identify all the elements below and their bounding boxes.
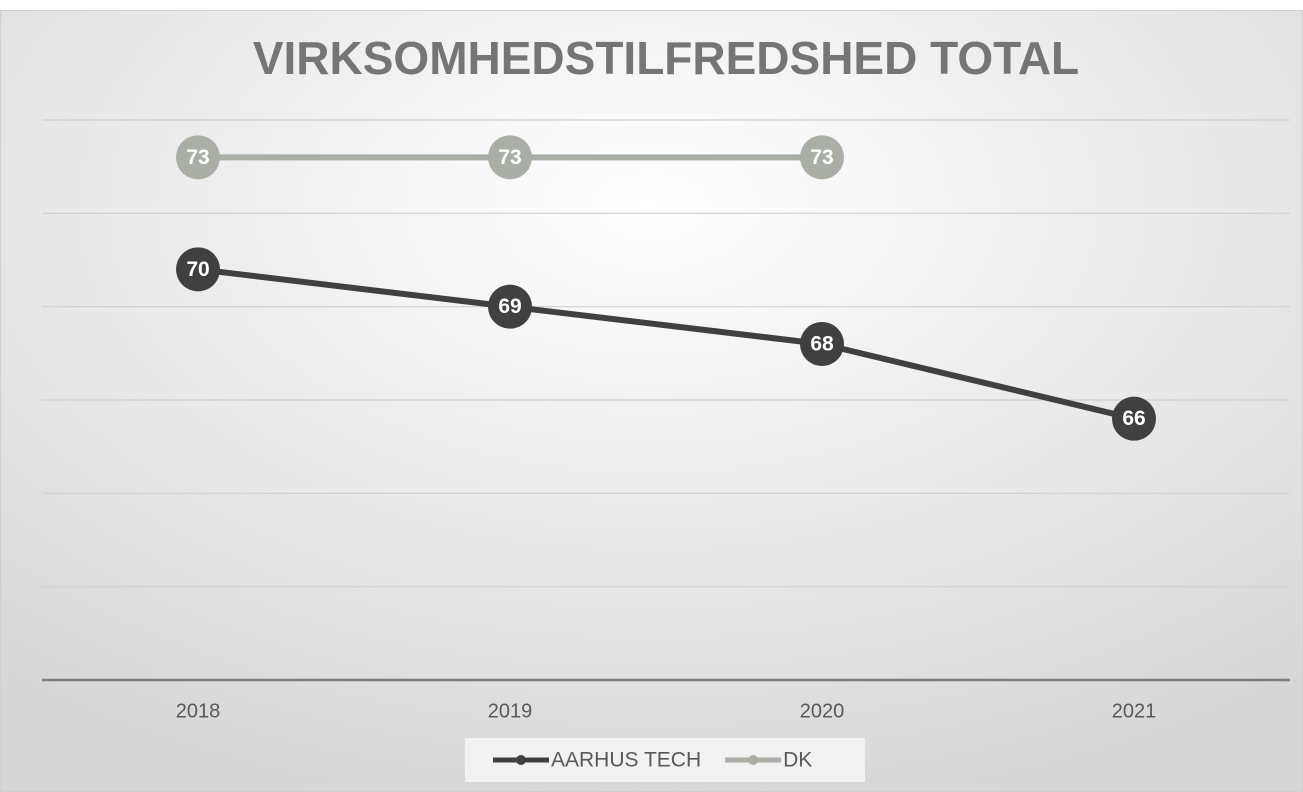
legend-marker: [516, 755, 526, 765]
data-label: 69: [498, 295, 521, 318]
data-point: [176, 135, 220, 180]
data-label: 70: [186, 258, 209, 281]
data-point: [488, 284, 532, 329]
legend-marker: [748, 755, 759, 765]
data-label: 73: [186, 146, 209, 169]
chart-title: VIRKSOMHEDSTILFREDSHED TOTAL: [253, 32, 1079, 84]
data-label: 66: [1122, 407, 1145, 430]
data-point: [1112, 396, 1156, 441]
x-tick-label: 2020: [800, 700, 845, 722]
data-label: 73: [810, 146, 833, 169]
legend-label: AARHUS TECH: [551, 749, 701, 772]
series-line: [197, 266, 1135, 422]
chart-background: [0, 10, 1303, 792]
x-tick-label: 2021: [1112, 700, 1157, 722]
data-point: [800, 322, 844, 366]
data-point: [488, 135, 532, 180]
data-label: 68: [810, 333, 834, 356]
x-tick-label: 2018: [176, 700, 221, 722]
data-point: [176, 247, 220, 292]
data-label: 73: [498, 146, 521, 169]
data-point: [800, 135, 844, 180]
legend-label: DK: [783, 749, 812, 772]
x-tick-label: 2019: [488, 700, 533, 722]
